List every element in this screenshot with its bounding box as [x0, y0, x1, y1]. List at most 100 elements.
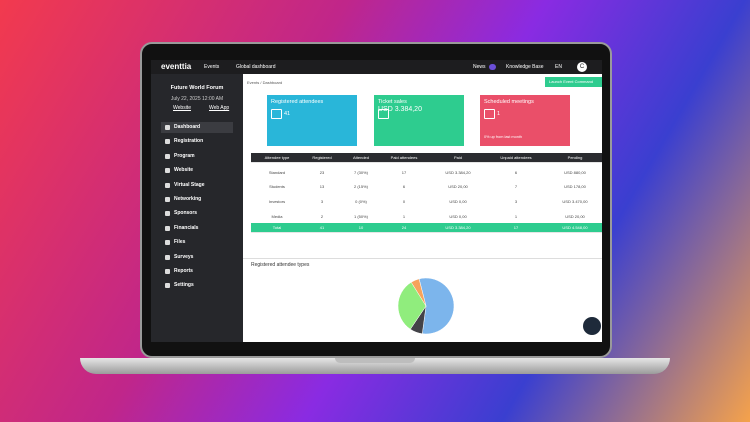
website-link[interactable]: Website	[173, 105, 191, 111]
cell: Paid	[453, 155, 462, 160]
cell: 0 (0%)	[355, 198, 367, 204]
menu-item[interactable]: Settings	[174, 282, 194, 289]
cell: Standard	[268, 169, 286, 175]
cell: 3	[514, 198, 518, 204]
cell: USD 0,00	[449, 198, 467, 204]
cell: USD 20,00	[448, 184, 468, 190]
card-value: 1	[497, 111, 501, 117]
cell: 2 (15%)	[353, 184, 368, 190]
menu-item[interactable]: Virtual Stage	[174, 181, 205, 188]
table-row: Investors 3 0 (0%) 0 USD 0,00 3 USD 3.470,00	[251, 194, 602, 210]
news[interactable]: News	[473, 64, 486, 70]
card-value: USD 3.384,20	[378, 106, 422, 113]
crumb[interactable]: Events	[247, 80, 260, 85]
card-icon	[378, 109, 389, 119]
menu-icon	[165, 153, 170, 159]
menu-item[interactable]: Registration	[174, 138, 204, 145]
card: Registered attendees 41	[267, 95, 357, 146]
laptop-base	[80, 358, 670, 374]
menu-item[interactable]: Surveys	[174, 253, 194, 260]
card-icon	[484, 109, 495, 119]
cell: USD 3.470,00	[562, 198, 588, 204]
cell: Pending	[567, 155, 583, 160]
menu-item[interactable]: Website	[174, 167, 194, 174]
cell: 24	[401, 225, 407, 230]
cell: 6	[402, 184, 406, 190]
menu-item[interactable]: Reports	[174, 268, 193, 274]
cell: 2	[320, 213, 324, 219]
pie-slice	[418, 277, 455, 335]
cell: Registered	[312, 155, 332, 160]
avatar[interactable]: C	[577, 62, 587, 72]
table-header: Attendee type Registered Attended Paid atte…	[251, 153, 602, 163]
cell: 1 (50%)	[353, 213, 368, 219]
menu-item[interactable]: Program	[174, 152, 195, 159]
menu-icon	[165, 225, 170, 231]
menu-icon	[165, 139, 170, 145]
menu-icon	[165, 283, 170, 289]
menu-highlight	[161, 122, 233, 133]
cell: 6	[514, 169, 518, 175]
card: Scheduled meetings 1 0% up from last month	[480, 95, 570, 146]
menu-item[interactable]: Dashboard	[174, 124, 201, 130]
menu-icon	[165, 269, 170, 274]
card-value: 41	[284, 111, 291, 117]
event-name: Future World Forum	[170, 85, 224, 91]
sidebar: Future World Forum July 22, 2025 12:00 A…	[151, 74, 243, 342]
breadcrumb: Events / Dashboard	[247, 80, 282, 85]
cell: 10	[358, 225, 364, 230]
crumb-sep: /	[260, 80, 262, 85]
webapp-link[interactable]: Web App	[209, 105, 230, 111]
cell: 13	[319, 184, 325, 190]
menu-icon	[165, 168, 170, 174]
global-dashboard[interactable]: Global dashboard	[236, 64, 276, 70]
card-note: 0% up from last month	[484, 135, 522, 139]
cell: Paid attendees	[390, 155, 418, 160]
cell: USD 0,00	[449, 213, 467, 219]
cell: Total	[272, 225, 282, 230]
launch-button[interactable]: Launch Event Command	[545, 77, 602, 87]
card-title: Registered attendees	[271, 99, 324, 105]
cell: USD 178,00	[564, 184, 586, 190]
language[interactable]: EN	[555, 64, 562, 70]
cell: 0	[402, 198, 406, 204]
menu-icon	[165, 254, 170, 260]
cell: 1	[514, 213, 518, 219]
menu-icon	[165, 211, 170, 217]
pie-title: Registered attendee types	[251, 262, 310, 268]
menu-item[interactable]: Networking	[174, 196, 202, 202]
logo: eventtia	[161, 62, 192, 71]
cell: 7 (30%)	[353, 169, 368, 175]
event-date: July 22, 2025 12:00 AM	[170, 96, 224, 102]
menu-item[interactable]: Files	[174, 239, 186, 246]
cell: Unpaid attendees	[500, 155, 532, 160]
top-nav: eventtia Events Global dashboard News Kn…	[151, 60, 602, 74]
menu-item[interactable]: Financials	[174, 224, 199, 231]
menu-item[interactable]: Sponsors	[174, 210, 198, 217]
cell: Students	[269, 184, 285, 190]
cell: USD 3.384,20	[445, 225, 471, 230]
chat-button[interactable]	[583, 317, 601, 335]
cell: USD 880,00	[564, 169, 586, 175]
separator	[243, 258, 602, 259]
menu-icon	[165, 182, 170, 188]
cell: 3	[320, 198, 324, 204]
menu-icon	[165, 197, 170, 202]
pie-chart	[397, 277, 455, 335]
cell: Investors	[268, 198, 286, 204]
cell: 17	[513, 225, 519, 230]
table-total: Total 41 10 24 USD 3.384,20 17 USD 4.548,00	[251, 223, 602, 233]
card-title: Scheduled meetings	[484, 99, 534, 105]
news-badge	[489, 64, 496, 70]
menu-icon	[165, 125, 170, 130]
table-row: Students 13 2 (15%) 6 USD 20,00 7 USD 178,00	[251, 179, 602, 196]
cell: 1	[402, 213, 406, 219]
cell: Media	[271, 213, 283, 219]
menu-icon	[165, 240, 170, 246]
table-row: Standard 23 7 (30%) 17 USD 3.384,20 6 USD 880,…	[251, 165, 602, 181]
card: Ticket sales USD 3.384,20	[374, 95, 464, 146]
knowledge-base[interactable]: Knowledge Base	[506, 64, 544, 70]
events-menu[interactable]: Events	[204, 64, 220, 70]
cell: 23	[319, 169, 325, 175]
